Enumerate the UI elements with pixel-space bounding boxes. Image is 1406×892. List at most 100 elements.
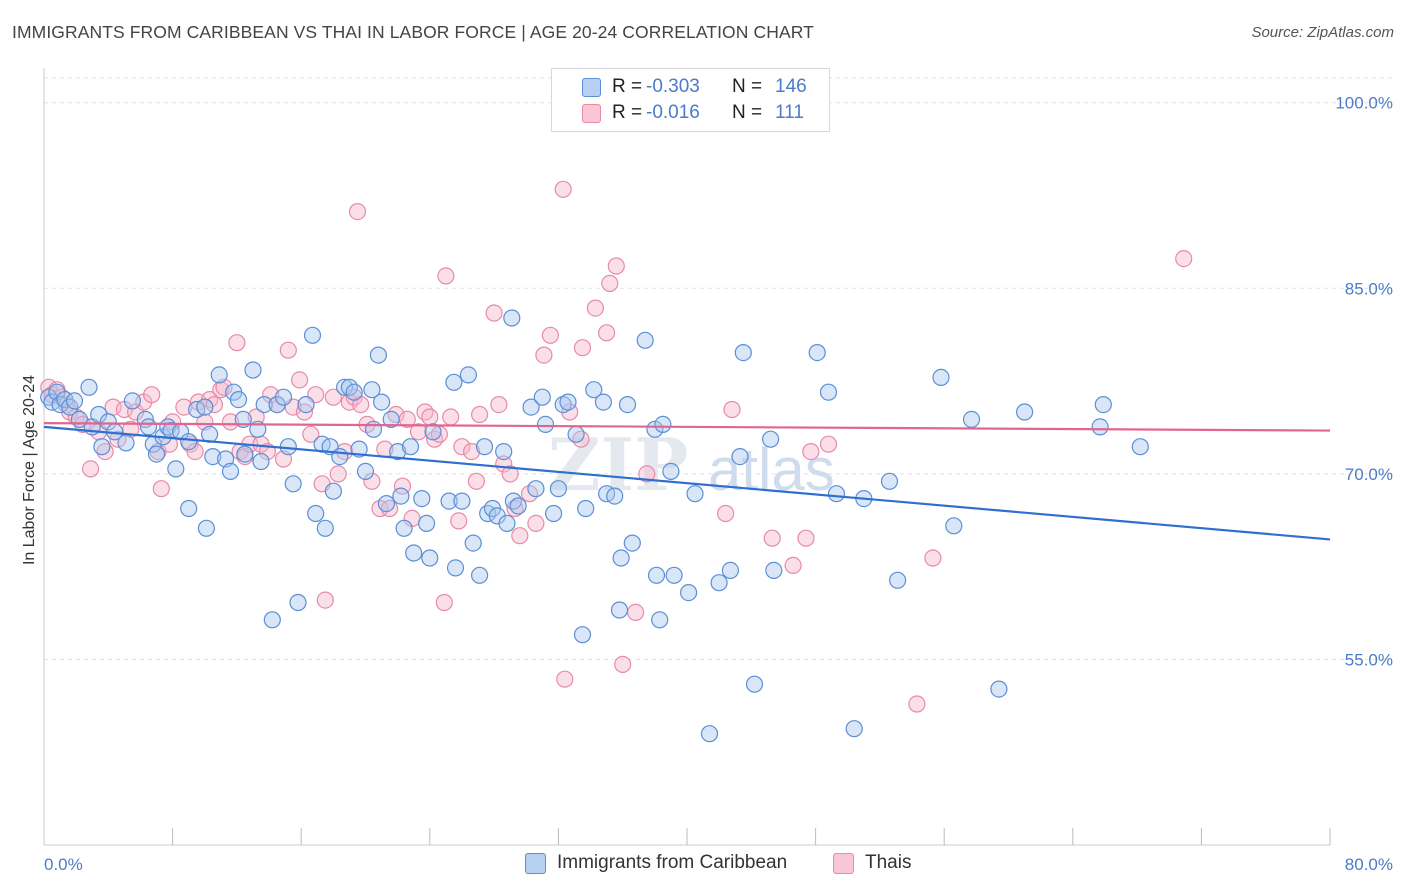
point-caribbean (1131, 438, 1149, 456)
point-caribbean (945, 517, 963, 535)
point-caribbean (721, 561, 740, 580)
point-caribbean (654, 415, 672, 433)
point-caribbean (577, 499, 595, 518)
point-thais (716, 504, 735, 523)
point-thais (324, 388, 342, 406)
legend-label-caribbean: Immigrants from Caribbean (557, 852, 788, 873)
point-caribbean (734, 344, 752, 362)
point-caribbean (544, 504, 563, 523)
point-caribbean (210, 366, 228, 384)
point-caribbean (509, 497, 527, 515)
point-caribbean (65, 392, 84, 410)
point-thais (221, 413, 240, 431)
point-caribbean (395, 519, 413, 537)
point-thais (228, 334, 246, 352)
point-caribbean (340, 378, 358, 396)
point-caribbean (252, 452, 270, 471)
stats-legend: R = -0.303 N = 146 R = -0.016 N = 111 (551, 68, 830, 132)
point-caribbean (401, 438, 420, 456)
point-thais (416, 403, 434, 421)
point-caribbean (373, 393, 391, 411)
point-thais (442, 408, 460, 426)
point-caribbean (369, 346, 387, 364)
legend-swatch-thais (833, 853, 854, 874)
point-thais (96, 443, 114, 461)
point-thais (572, 430, 590, 448)
point-caribbean (990, 680, 1008, 698)
legend-n-label: N = (732, 102, 763, 123)
point-caribbean (180, 499, 198, 518)
point-caribbean (623, 534, 641, 552)
point-caribbean (303, 326, 322, 344)
y-tick-label: 100.0% (1335, 94, 1393, 113)
legend-n-value: 146 (775, 76, 807, 97)
point-caribbean (196, 398, 214, 416)
point-caribbean (180, 433, 198, 451)
point-thais (541, 326, 560, 344)
axes (43, 68, 1331, 846)
point-caribbean (503, 309, 521, 327)
point-caribbean (418, 514, 436, 533)
point-caribbean (453, 492, 471, 510)
point-thais (763, 529, 781, 547)
point-caribbean (99, 413, 117, 431)
point-caribbean (289, 593, 307, 612)
point-thais (186, 443, 204, 461)
point-thais (819, 435, 838, 453)
point-thais (573, 339, 592, 357)
tick-labels: 55.0% 70.0% 85.0% 100.0% 0.0% 80.0% (44, 94, 1393, 874)
point-caribbean (636, 331, 654, 349)
point-caribbean (117, 434, 135, 452)
point-caribbean (297, 396, 315, 414)
point-thais (802, 443, 820, 461)
point-thais (363, 472, 381, 490)
point-caribbean (421, 549, 439, 567)
point-caribbean (761, 430, 780, 448)
point-caribbean (139, 418, 158, 436)
point-thais (586, 299, 605, 317)
point-thais (527, 514, 545, 533)
point-caribbean (377, 495, 395, 513)
point-thais (291, 371, 309, 389)
point-caribbean (445, 373, 463, 391)
source-credit: Source: ZipAtlas.com (1251, 24, 1394, 41)
point-caribbean (745, 675, 764, 693)
point-thais (535, 346, 553, 364)
point-caribbean (651, 611, 669, 629)
point-thais (554, 180, 572, 198)
series-caribbean-points (40, 309, 1149, 743)
point-caribbean (647, 566, 666, 584)
point-caribbean (498, 514, 516, 533)
point-thais (556, 670, 574, 688)
point-caribbean (236, 445, 254, 463)
point-thais (302, 425, 320, 443)
point-caribbean (356, 462, 375, 480)
point-caribbean (471, 566, 489, 584)
point-caribbean (610, 601, 629, 619)
y-tick-label: 55.0% (1345, 650, 1393, 669)
point-thais (797, 529, 815, 547)
point-thais (437, 267, 455, 285)
point-caribbean (618, 396, 637, 414)
point-caribbean (527, 480, 545, 498)
point-caribbean (345, 383, 363, 401)
point-caribbean (662, 462, 680, 480)
legend-label-thais: Thais (865, 852, 912, 873)
point-thais (143, 386, 161, 404)
point-thais (784, 556, 802, 575)
point-caribbean (1015, 403, 1034, 421)
point-caribbean (710, 574, 728, 592)
legend-swatch-caribbean (525, 853, 546, 874)
point-caribbean (536, 415, 555, 433)
point-caribbean (665, 566, 683, 584)
point-caribbean (197, 519, 215, 537)
point-thais (1175, 250, 1193, 268)
point-caribbean (364, 420, 383, 438)
point-caribbean (888, 571, 907, 589)
point-caribbean (585, 381, 603, 399)
point-thais (387, 405, 405, 424)
point-caribbean (316, 519, 334, 537)
point-thais (626, 603, 645, 622)
point-thais (511, 527, 529, 545)
point-caribbean (274, 388, 293, 406)
